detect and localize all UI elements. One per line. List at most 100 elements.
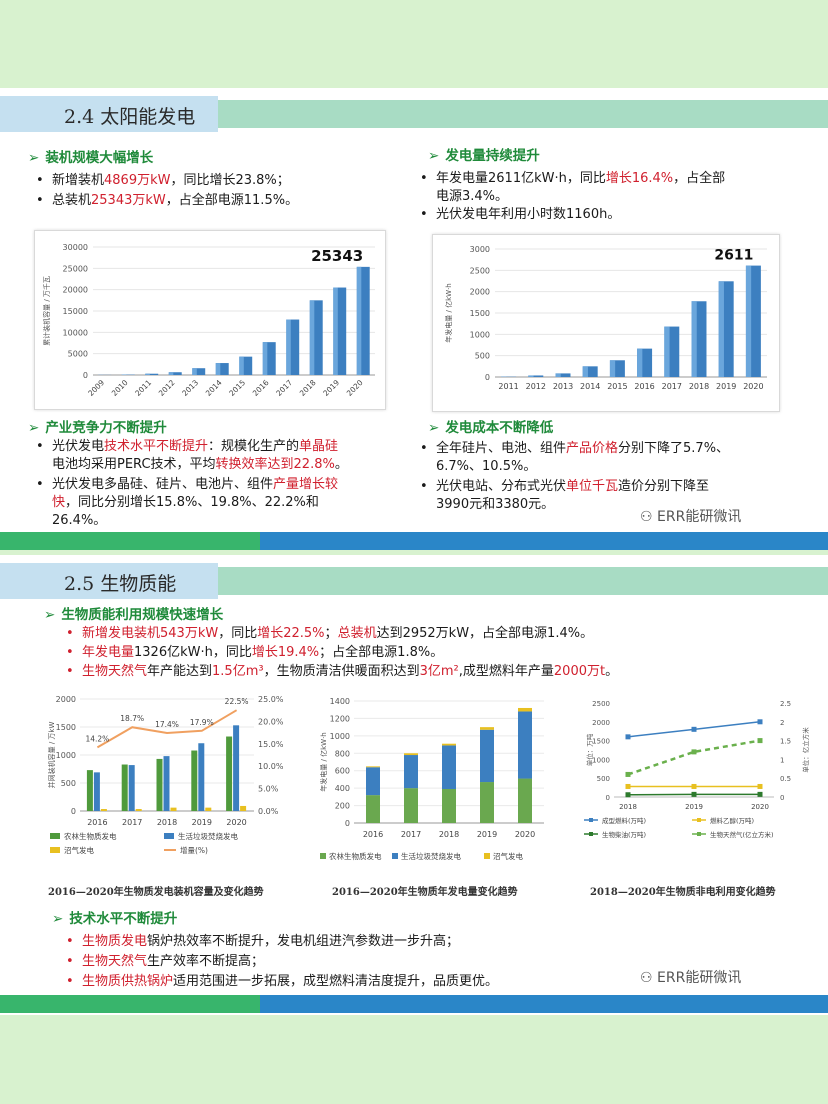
bar-highlight — [745, 265, 752, 377]
bullet-output-growth: • 光伏发电多晶硅、硅片、电池片、组件产量增长较 — [36, 477, 339, 492]
footer-bar — [0, 995, 828, 1013]
bar — [100, 809, 107, 811]
data-point — [625, 792, 631, 798]
bullet-output-growth-cont2: 26.4%。 — [52, 513, 107, 528]
x-tick-label: 2016 — [363, 830, 383, 839]
bullet-unit-cost: • 光伏电站、分布式光伏单位千瓦造价分别下降至 — [420, 479, 710, 494]
section-header-competitiveness: ➢ 产业竞争力不断提升 — [28, 420, 167, 436]
legend-label: 农林生物质发电 — [329, 851, 382, 861]
bar-segment — [518, 711, 532, 779]
y2-axis-label: 单位：亿立方米 — [801, 727, 810, 773]
y-tick-label: 800 — [335, 749, 350, 758]
x-tick-label: 2016 — [634, 382, 654, 391]
data-point — [691, 749, 697, 755]
bullet-price-drop-cont: 6.7%、10.5%。 — [436, 459, 537, 474]
title-band — [0, 96, 218, 132]
x-tick-label: 2018 — [689, 382, 709, 391]
data-label: 18.7% — [120, 714, 144, 723]
bar-highlight — [691, 301, 697, 377]
bar-highlight — [718, 281, 724, 377]
y-tick-label: 0 — [485, 373, 490, 382]
bar — [192, 368, 206, 375]
x-tick-label: 2017 — [274, 378, 294, 398]
x-tick-label: 2016 — [251, 378, 271, 398]
x-tick-label: 2014 — [204, 378, 224, 398]
bar — [198, 743, 205, 811]
section-header-cost: ➢ 发电成本不断降低 — [428, 420, 554, 436]
x-tick-label: 2012 — [526, 382, 546, 391]
x-tick-label: 2020 — [515, 830, 535, 839]
y-tick-label: 20000 — [63, 286, 88, 295]
bar — [128, 765, 135, 811]
bar-segment — [442, 743, 456, 746]
arrow-icon: ➢ — [52, 911, 64, 927]
y2-tick-label: 0.5 — [780, 775, 791, 783]
bullet-bio-generation: • 年发电量1326亿kW·h，同比增长19.4%；占全部电源1.8%。 — [66, 645, 444, 660]
y2-tick-label: 1 — [780, 756, 784, 764]
bar — [528, 375, 544, 377]
y2-tick-label: 20.0% — [258, 717, 284, 726]
legend-swatch — [320, 853, 326, 859]
arrow-icon: ➢ — [428, 148, 440, 164]
bar — [145, 373, 159, 375]
y-tick-label: 5000 — [68, 350, 88, 359]
y-axis-label: 单位：万吨 — [585, 733, 594, 766]
caption-bio-capacity: 2016—2020年生物质发电装机容量及变化趋势 — [48, 887, 264, 898]
bar-highlight — [309, 300, 315, 375]
title-bar: 2.4 太阳能发电 — [0, 96, 828, 132]
x-tick-label: 2012 — [157, 378, 177, 398]
bar-segment — [518, 707, 532, 712]
bar-highlight — [637, 348, 643, 377]
data-point — [757, 738, 763, 744]
y-tick-label: 10000 — [63, 328, 88, 337]
x-tick-label: 2018 — [157, 818, 177, 827]
bullet-price-drop: • 全年硅片、电池、组件产品价格分别下降了5.7%、 — [420, 441, 730, 456]
arrow-icon: ➢ — [428, 420, 440, 436]
bar-segment — [480, 729, 494, 783]
data-point — [691, 726, 697, 732]
legend-label: 农林生物质发电 — [64, 831, 117, 841]
bar-highlight — [356, 266, 362, 375]
bar-highlight — [262, 342, 268, 375]
title-band — [0, 563, 218, 599]
x-tick-label: 2014 — [580, 382, 600, 391]
y-tick-label: 1200 — [330, 714, 350, 723]
y-tick-label: 1000 — [592, 756, 610, 764]
bullet-install-total: • 总装机25343万kW，占全部电源11.5%。 — [36, 193, 299, 208]
legend-label: 增量(%) — [180, 845, 208, 855]
bar-segment — [518, 778, 532, 823]
data-point — [757, 783, 763, 789]
y-tick-label: 0 — [345, 819, 350, 828]
pv-generation-chart: 0 500 1000 1500 2000 2500 3000 2011 2012 2013 2014… — [432, 234, 780, 412]
x-tick-label: 2019 — [192, 818, 212, 827]
y-tick-label: 2000 — [592, 719, 610, 727]
section-header-install: ➢ 装机规模大幅增长 — [28, 150, 154, 166]
legend-label: 沼气发电 — [493, 851, 523, 861]
pv-generation-svg: 0 500 1000 1500 2000 2500 3000 2011 2012 2013 2014… — [444, 245, 767, 391]
bar-segment — [442, 745, 456, 790]
x-tick-label: 2020 — [345, 378, 365, 398]
x-tick-label: 2019 — [477, 830, 497, 839]
caption-bio-nonpower: 2018—2020年生物质非电利用变化趋势 — [590, 887, 776, 898]
bullet-boiler-efficiency: • 生物质发电锅炉热效率不断提升，发电机组进汽参数进一步升高； — [66, 934, 460, 949]
title-band-accent — [218, 567, 828, 595]
footer-bar — [0, 532, 828, 550]
legend-label: 成型燃料(万吨) — [602, 816, 646, 825]
watermark: ⚇ ERR能研微讯 — [640, 509, 742, 525]
legend-label: 沼气发电 — [64, 845, 94, 855]
bar-highlight — [582, 366, 588, 377]
legend-marker — [589, 818, 593, 822]
bar — [215, 363, 229, 375]
bullet-tech-level-cont: 电池均采用PERC技术，平均转换效率达到22.8%。 — [52, 457, 348, 472]
y-tick-label: 3000 — [470, 245, 490, 254]
section-header-generation: ➢ 发电量持续提升 — [428, 148, 540, 164]
y2-tick-label: 25.0% — [258, 695, 284, 704]
trend-line — [96, 709, 238, 749]
bullet-gen-hours: • 光伏发电年利用小时数1160h。 — [420, 207, 621, 222]
pv-capacity-chart: 0 5000 10000 15000 20000 25000 30000 2009 2010 20… — [34, 230, 386, 410]
wechat-icon: ⚇ — [640, 970, 658, 986]
y2-tick-label: 1.5 — [780, 738, 791, 746]
section-header-tech: ➢ 技术水平不断提升 — [52, 911, 178, 927]
x-tick-label: 2020 — [226, 818, 246, 827]
data-point — [625, 734, 631, 740]
